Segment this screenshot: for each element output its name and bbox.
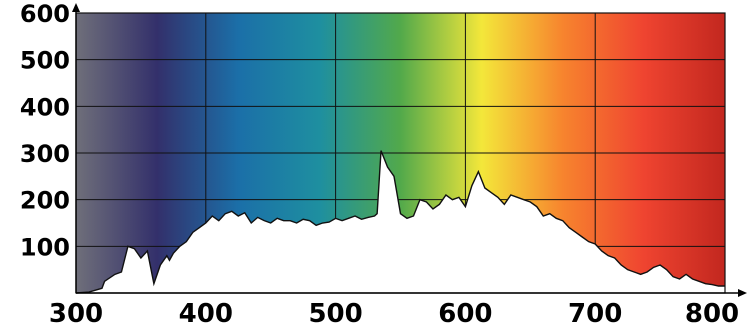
- spectrum-line: [75, 150, 725, 294]
- x-axis-arrow-icon: [738, 289, 747, 297]
- spectrum-area: [76, 150, 725, 293]
- x-tick-label-500: 500: [308, 299, 362, 329]
- y-tick-label-100: 100: [20, 233, 70, 261]
- y-axis-arrow-icon: [72, 3, 80, 12]
- x-tick-label-700: 700: [568, 299, 622, 329]
- x-tick-label-600: 600: [438, 299, 492, 329]
- x-tick-label-300: 300: [49, 299, 103, 329]
- tick-labels: 300 400 500 600 700 800 100 200 300 400 500 600: [20, 0, 739, 329]
- y-tick-label-300: 300: [20, 140, 70, 168]
- y-tick-label-600: 600: [20, 0, 70, 28]
- x-tick-label-800: 800: [685, 299, 739, 329]
- y-tick-label-400: 400: [20, 93, 70, 121]
- y-tick-label-200: 200: [20, 187, 70, 215]
- x-tick-label-400: 400: [179, 299, 233, 329]
- y-tick-label-500: 500: [20, 47, 70, 75]
- axes: [72, 3, 747, 297]
